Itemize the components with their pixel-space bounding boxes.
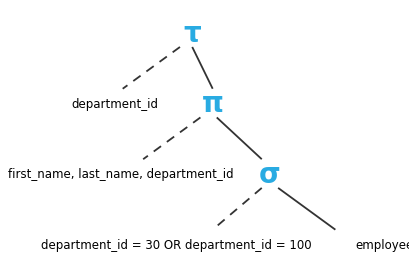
Text: department_id = 30 OR department_id = 100: department_id = 30 OR department_id = 10…	[41, 239, 312, 252]
Text: π: π	[202, 90, 224, 118]
Text: τ: τ	[183, 20, 201, 48]
Text: department_id: department_id	[72, 98, 159, 111]
Text: σ: σ	[259, 161, 281, 189]
Text: first_name, last_name, department_id: first_name, last_name, department_id	[8, 168, 234, 181]
Text: employees: employees	[356, 239, 409, 252]
